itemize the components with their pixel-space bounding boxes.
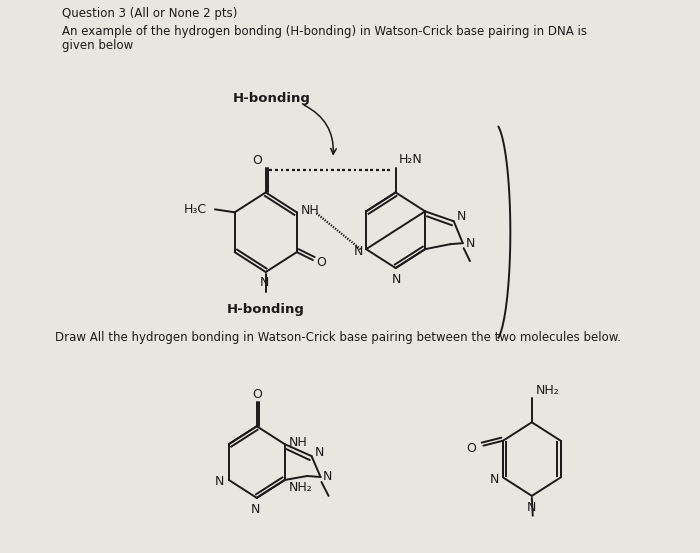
Text: An example of the hydrogen bonding (H-bonding) in Watson-Crick base pairing in D: An example of the hydrogen bonding (H-bo… (62, 25, 587, 38)
Text: N: N (354, 244, 363, 258)
Text: NH₂: NH₂ (289, 482, 313, 494)
Text: NH: NH (288, 436, 307, 448)
Text: N: N (392, 273, 401, 286)
Text: O: O (316, 255, 326, 269)
Text: given below: given below (62, 39, 134, 51)
Text: N: N (490, 473, 500, 486)
Text: H-bonding: H-bonding (232, 92, 310, 106)
Text: H₂N: H₂N (399, 153, 423, 166)
Text: N: N (526, 501, 536, 514)
FancyArrowPatch shape (304, 105, 336, 154)
Text: N: N (314, 446, 323, 458)
Text: N: N (260, 276, 270, 289)
Text: Draw All the hydrogen bonding in Watson-Crick base pairing between the two molec: Draw All the hydrogen bonding in Watson-… (55, 331, 621, 344)
Text: Question 3 (All or None 2 pts): Question 3 (All or None 2 pts) (62, 7, 238, 20)
Text: N: N (215, 476, 224, 488)
Text: N: N (466, 237, 475, 249)
Text: N: N (456, 210, 466, 223)
Text: H-bonding: H-bonding (227, 304, 304, 316)
Text: H₃C: H₃C (183, 203, 206, 216)
Text: N: N (323, 471, 332, 483)
Text: O: O (252, 388, 262, 401)
Text: NH₂: NH₂ (536, 384, 559, 397)
Text: O: O (466, 442, 476, 455)
Text: O: O (252, 154, 262, 167)
Text: N: N (251, 503, 260, 516)
Text: NH: NH (300, 204, 319, 217)
